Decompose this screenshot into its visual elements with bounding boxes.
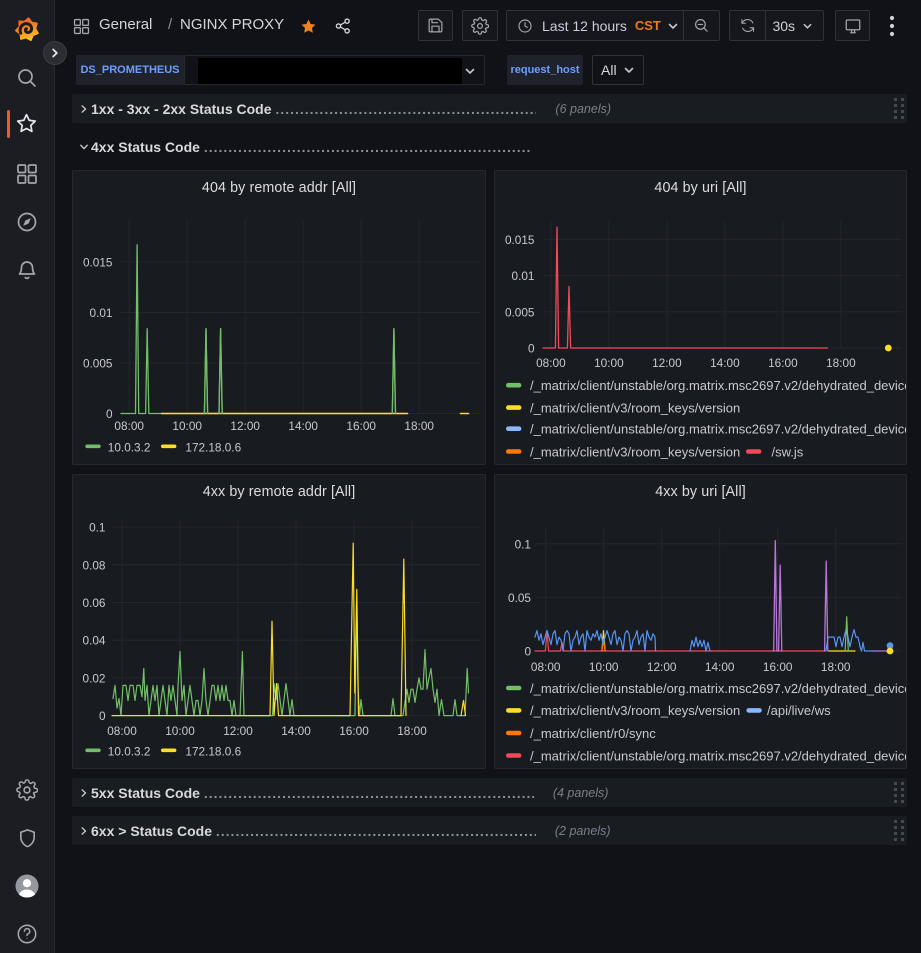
svg-text:0: 0 [524, 645, 531, 659]
svg-text:08:00: 08:00 [531, 660, 561, 674]
svg-text:0: 0 [99, 709, 106, 723]
svg-text:/_matrix/client/v3/room_keys/v: /_matrix/client/v3/room_keys/version [530, 400, 740, 415]
svg-text:/_matrix/client/v3/room_keys/v: /_matrix/client/v3/room_keys/version [530, 444, 740, 459]
svg-text:/_matrix/client/unstable/org.m: /_matrix/client/unstable/org.matrix.msc2… [530, 422, 907, 437]
svg-text:0.06: 0.06 [83, 596, 106, 610]
svg-text:08:00: 08:00 [114, 419, 144, 433]
svg-text:12:00: 12:00 [647, 660, 677, 674]
svg-text:0.02: 0.02 [83, 671, 106, 685]
svg-text:10:00: 10:00 [589, 660, 619, 674]
svg-text:0.04: 0.04 [83, 634, 106, 648]
svg-text:0.1: 0.1 [515, 537, 531, 551]
svg-text:10:00: 10:00 [594, 356, 624, 370]
svg-text:0.015: 0.015 [505, 233, 535, 247]
svg-text:18:00: 18:00 [826, 356, 856, 370]
svg-text:/_matrix/client/unstable/org.m: /_matrix/client/unstable/org.matrix.msc2… [530, 378, 907, 393]
svg-text:14:00: 14:00 [705, 660, 735, 674]
svg-text:08:00: 08:00 [536, 356, 566, 370]
svg-text:0: 0 [528, 342, 535, 356]
svg-text:0.015: 0.015 [83, 256, 113, 270]
svg-text:14:00: 14:00 [281, 724, 311, 738]
svg-text:/_matrix/client/unstable/org.m: /_matrix/client/unstable/org.matrix.msc2… [530, 748, 907, 763]
svg-text:16:00: 16:00 [768, 356, 798, 370]
svg-text:12:00: 12:00 [652, 356, 682, 370]
svg-text:/sw.js: /sw.js [772, 444, 804, 459]
svg-text:/_matrix/client/v3/room_keys/v: /_matrix/client/v3/room_keys/version [530, 703, 740, 718]
svg-text:16:00: 16:00 [346, 419, 376, 433]
svg-text:12:00: 12:00 [223, 724, 253, 738]
svg-text:0.08: 0.08 [83, 558, 106, 572]
svg-text:10.0.3.2: 10.0.3.2 [108, 441, 151, 455]
svg-text:0.005: 0.005 [505, 305, 535, 319]
svg-text:08:00: 08:00 [107, 724, 137, 738]
svg-text:16:00: 16:00 [763, 660, 793, 674]
svg-text:14:00: 14:00 [710, 356, 740, 370]
svg-text:14:00: 14:00 [288, 419, 318, 433]
svg-text:16:00: 16:00 [339, 724, 369, 738]
svg-text:/api/live/ws: /api/live/ws [767, 703, 831, 718]
svg-text:0: 0 [106, 407, 113, 421]
svg-text:/_matrix/client/r0/sync: /_matrix/client/r0/sync [530, 726, 656, 741]
svg-text:10:00: 10:00 [165, 724, 195, 738]
svg-text:10:00: 10:00 [172, 419, 202, 433]
svg-text:0.01: 0.01 [512, 269, 535, 283]
svg-text:18:00: 18:00 [397, 724, 427, 738]
svg-text:0.05: 0.05 [508, 591, 531, 605]
svg-text:/_matrix/client/unstable/org.m: /_matrix/client/unstable/org.matrix.msc2… [530, 681, 907, 696]
svg-text:0.01: 0.01 [90, 306, 113, 320]
svg-text:12:00: 12:00 [230, 419, 260, 433]
svg-text:172.18.0.6: 172.18.0.6 [185, 745, 241, 759]
svg-text:172.18.0.6: 172.18.0.6 [185, 441, 241, 455]
svg-text:18:00: 18:00 [821, 660, 851, 674]
svg-text:0.005: 0.005 [83, 357, 113, 371]
svg-text:10.0.3.2: 10.0.3.2 [108, 745, 151, 759]
svg-text:18:00: 18:00 [404, 419, 434, 433]
svg-text:0.1: 0.1 [89, 521, 105, 535]
